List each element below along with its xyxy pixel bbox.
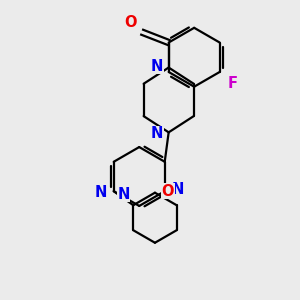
Text: N: N — [151, 126, 164, 141]
Text: N: N — [117, 187, 130, 202]
Text: F: F — [228, 76, 238, 92]
Text: N: N — [171, 182, 184, 197]
Text: N: N — [95, 185, 107, 200]
Text: O: O — [161, 184, 174, 199]
Text: O: O — [124, 15, 137, 30]
Text: N: N — [151, 58, 164, 74]
